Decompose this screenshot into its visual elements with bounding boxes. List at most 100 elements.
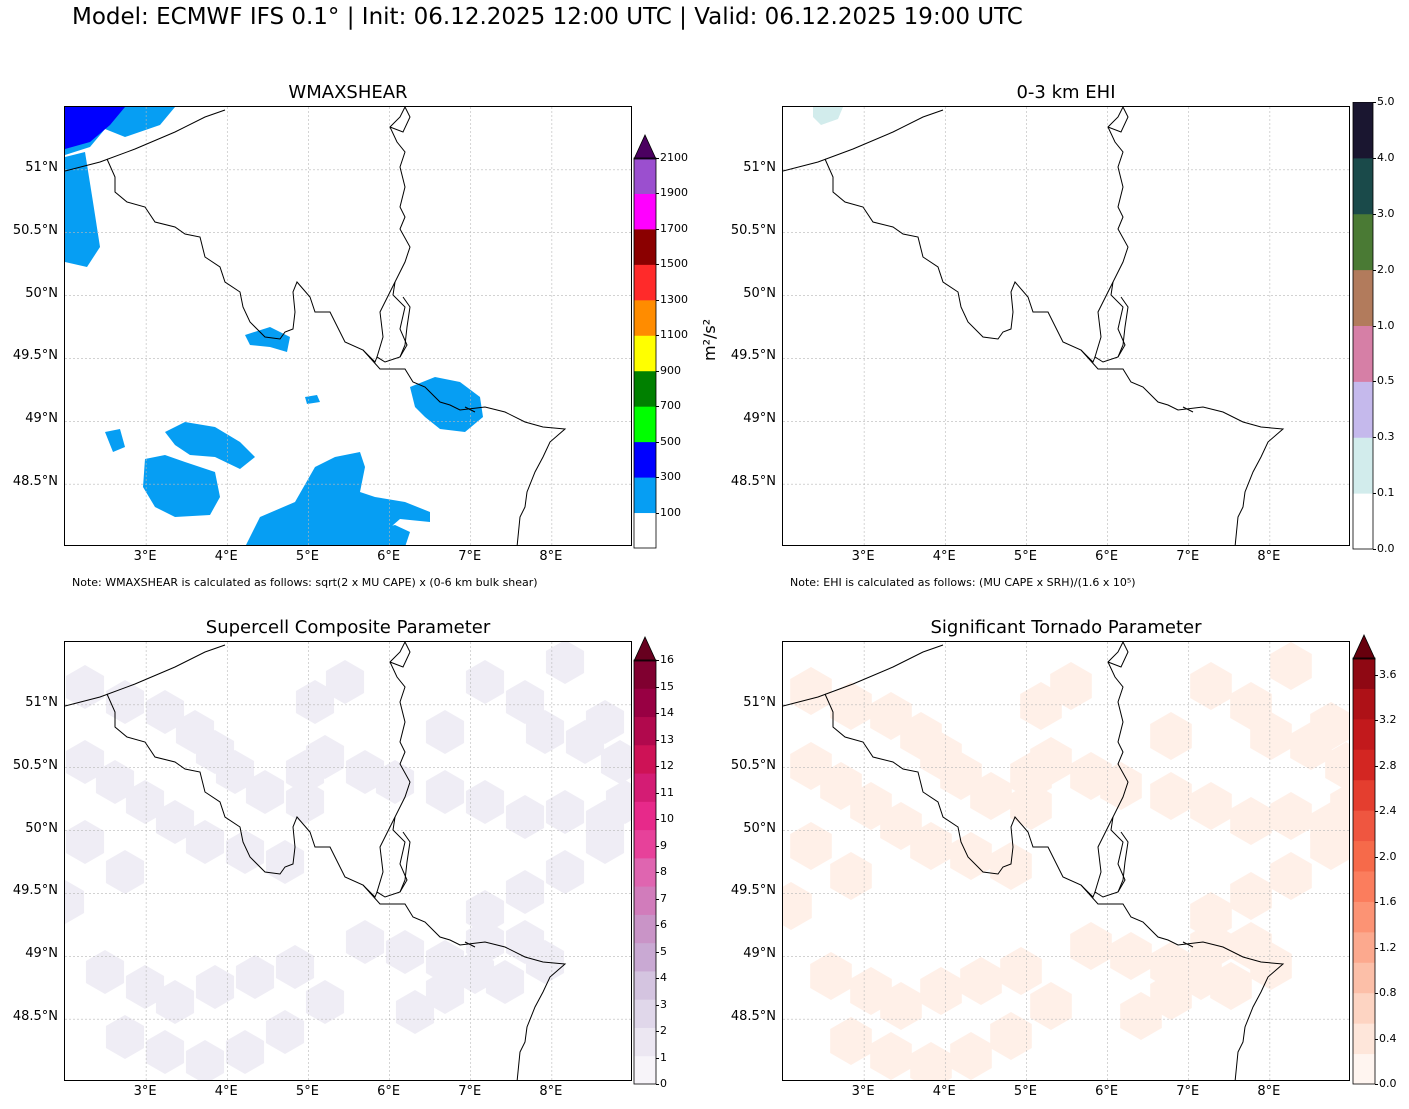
colorbar-tick-label: 2.4 xyxy=(1379,804,1397,818)
border-line xyxy=(389,642,411,668)
colorbar-tick-mark xyxy=(1375,811,1378,813)
field-area xyxy=(425,970,465,1014)
field-area xyxy=(525,710,565,754)
colorbar-tick-label: 1100 xyxy=(660,328,688,342)
colorbar-tick-label: 3.0 xyxy=(1377,206,1395,220)
lon-label: 5°E xyxy=(1013,1084,1037,1099)
colorbar-tick-label: 0.0 xyxy=(1379,1077,1397,1090)
border-line xyxy=(106,107,411,363)
field-area xyxy=(1270,642,1312,690)
map-panel[interactable] xyxy=(782,641,1350,1081)
colorbar-segment xyxy=(634,744,656,774)
border-line xyxy=(783,109,944,172)
colorbar-tick-mark xyxy=(1375,1084,1378,1085)
lat-label: 51°N xyxy=(25,694,58,710)
colorbar-segment xyxy=(634,406,656,443)
lat-label: 51°N xyxy=(743,159,776,175)
map-panel[interactable] xyxy=(64,106,632,546)
colorbar-extend-arrow xyxy=(1352,634,1376,660)
field-area xyxy=(375,760,415,804)
border-line xyxy=(389,107,411,133)
colorbar-segment xyxy=(634,688,656,718)
field-area xyxy=(505,680,545,724)
border-line xyxy=(376,816,396,893)
colorbar-tick-mark xyxy=(656,228,659,230)
field-area xyxy=(285,780,325,824)
field-area xyxy=(505,870,545,914)
field-area xyxy=(880,982,922,1030)
colorbar-tick-label: 3 xyxy=(660,997,667,1011)
colorbar-segment xyxy=(1353,718,1375,750)
colorbar-tick-mark xyxy=(656,686,659,688)
colorbar-segment xyxy=(1353,840,1375,872)
field-area xyxy=(246,452,430,545)
field-area xyxy=(455,950,495,994)
colorbar-segment xyxy=(1353,779,1375,811)
colorbar-tick-mark xyxy=(656,370,659,372)
field-area xyxy=(830,1017,872,1065)
colorbar-tick-label: 2.0 xyxy=(1379,849,1397,863)
border-line xyxy=(65,644,226,707)
colorbar-tick-mark xyxy=(656,898,659,900)
colorbar xyxy=(1352,634,1376,1090)
colorbar-tick-mark xyxy=(656,766,659,767)
colorbar-tick-mark xyxy=(656,978,659,979)
lon-label: 4°E xyxy=(214,549,238,564)
colorbar-tick-label: 1 xyxy=(660,1050,667,1064)
field-area xyxy=(790,822,832,870)
field-area xyxy=(225,1030,265,1074)
main-title: Model: ECMWF IFS 0.1° | Init: 06.12.2025… xyxy=(72,4,1023,30)
colorbar-tick-label: 300 xyxy=(660,470,681,484)
map-panel[interactable] xyxy=(64,641,632,1081)
field-area xyxy=(1230,797,1272,845)
field-area xyxy=(910,822,952,870)
colorbar-outline xyxy=(633,157,657,549)
colorbar-tick-label: 7 xyxy=(660,891,667,905)
field-area xyxy=(1100,762,1142,810)
colorbar-tick-mark xyxy=(1375,1038,1378,1040)
colorbar-canvas xyxy=(1352,634,1376,1085)
colorbar-segment xyxy=(634,441,656,478)
field-area xyxy=(1120,992,1162,1040)
map-panel[interactable] xyxy=(782,106,1350,546)
colorbar-tick-mark xyxy=(1373,269,1376,271)
border-line xyxy=(464,406,476,413)
colorbar-tick-mark xyxy=(1373,493,1376,495)
colorbar-tick-label: 6 xyxy=(660,918,667,931)
colorbar-tick-label: 12 xyxy=(660,759,674,772)
field-area xyxy=(465,780,505,824)
panel-note: Note: WMAXSHEAR is calculated as follows… xyxy=(72,576,538,589)
colorbar-tick-mark xyxy=(656,792,659,794)
field-area xyxy=(425,770,465,814)
field-area xyxy=(105,107,175,137)
colorbar-segment xyxy=(634,299,656,336)
colorbar-tick-label: 2.0 xyxy=(1377,262,1395,276)
field-area xyxy=(65,820,105,864)
colorbar-tick-mark xyxy=(1373,381,1376,383)
field-area xyxy=(145,690,185,734)
field-area xyxy=(1190,782,1232,830)
field-area xyxy=(1230,682,1272,730)
colorbar-segment xyxy=(1353,688,1375,720)
border-line xyxy=(1080,884,1285,1080)
field-area xyxy=(215,750,255,794)
border-line xyxy=(824,107,1129,363)
field-area xyxy=(1050,662,1092,710)
colorbar-extend-arrow xyxy=(633,636,657,662)
field-area xyxy=(195,965,235,1009)
lat-label: 50°N xyxy=(743,820,776,836)
colorbar-canvas xyxy=(633,134,657,549)
colorbar-tick-mark xyxy=(1375,675,1378,677)
colorbar-tick-label: 2 xyxy=(660,1024,667,1037)
field-area xyxy=(145,1030,185,1074)
field-area xyxy=(85,950,125,994)
field-area xyxy=(960,957,1002,1005)
panel-title: Supercell Composite Parameter xyxy=(205,617,491,638)
colorbar-tick-mark xyxy=(656,512,659,514)
colorbar-tick-mark xyxy=(656,1084,659,1085)
field-area xyxy=(185,820,225,864)
colorbar-tick-mark xyxy=(1373,549,1376,550)
lon-label: 3°E xyxy=(133,549,157,564)
lat-label: 48.5°N xyxy=(12,1009,58,1025)
colorbar-segment xyxy=(634,1027,656,1057)
